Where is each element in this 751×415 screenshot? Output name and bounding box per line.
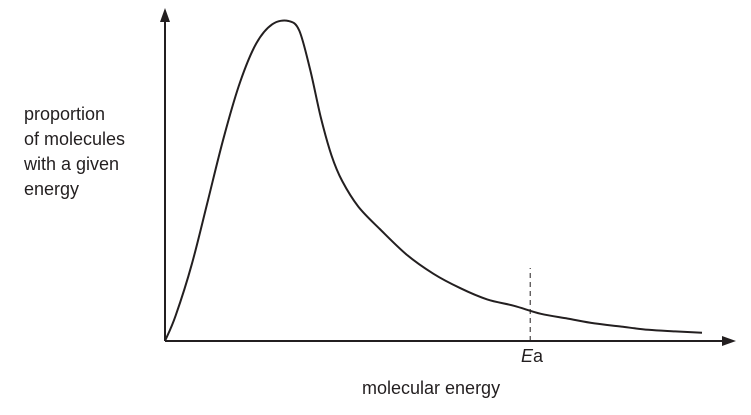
ea-label: Ea — [521, 346, 543, 367]
ea-label-italic: E — [521, 346, 534, 366]
y-axis-label-line: with a given — [24, 154, 120, 174]
y-axis-label-line: energy — [24, 179, 80, 199]
x-axis-arrow-icon — [722, 336, 736, 346]
ea-label-rest: a — [533, 346, 544, 366]
energy-distribution-curve — [164, 19, 703, 342]
x-axis-label: molecular energy — [362, 378, 501, 398]
y-axis-label-line: proportion — [24, 104, 106, 124]
y-axis-label: proportion of molecules with a given ene… — [24, 102, 174, 202]
y-axis-arrow-icon — [160, 8, 170, 22]
y-axis-label-line: of molecules — [24, 129, 126, 149]
